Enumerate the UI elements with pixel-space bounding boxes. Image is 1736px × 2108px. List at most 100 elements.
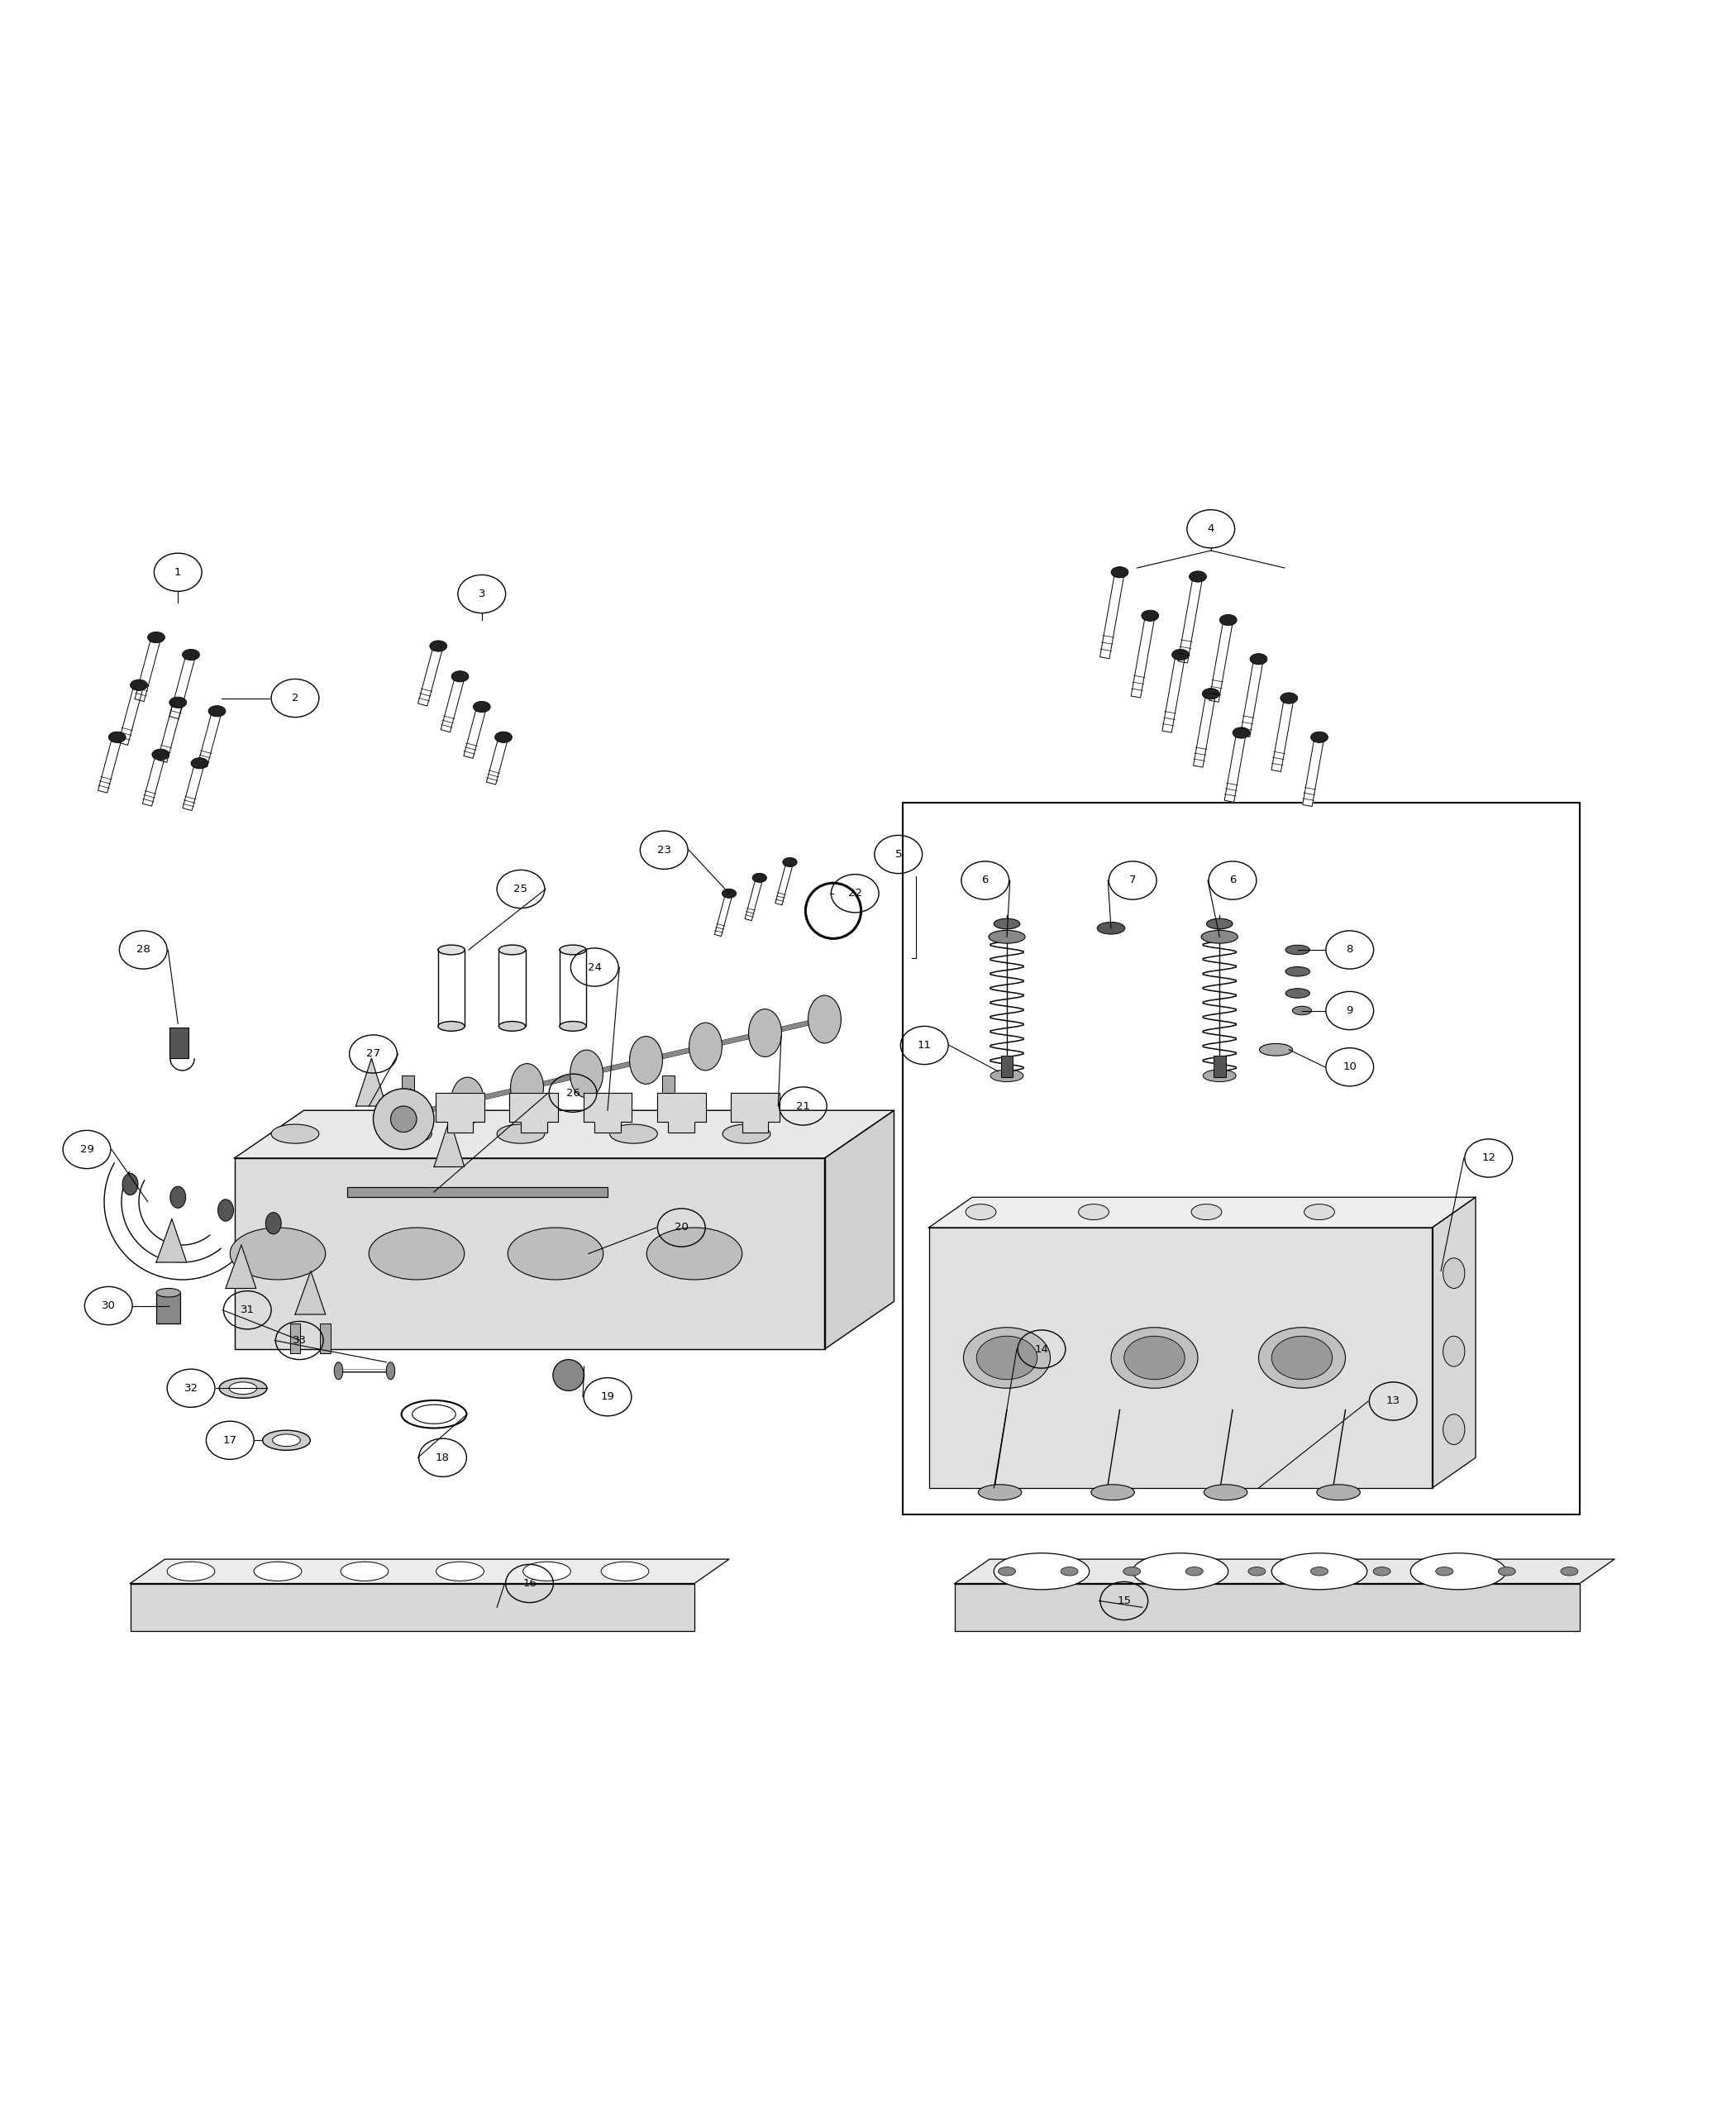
Polygon shape xyxy=(1179,575,1203,662)
Ellipse shape xyxy=(219,1379,267,1398)
Bar xyxy=(321,1324,332,1353)
Text: 18: 18 xyxy=(436,1452,450,1463)
Ellipse shape xyxy=(993,1554,1090,1589)
Ellipse shape xyxy=(1498,1566,1516,1575)
Bar xyxy=(156,1292,181,1324)
Text: 14: 14 xyxy=(1035,1343,1049,1355)
Circle shape xyxy=(391,1107,417,1132)
Polygon shape xyxy=(1193,694,1215,767)
Polygon shape xyxy=(1161,653,1186,731)
Ellipse shape xyxy=(1248,1566,1266,1575)
Ellipse shape xyxy=(976,1336,1038,1379)
Ellipse shape xyxy=(1285,968,1311,976)
Ellipse shape xyxy=(1061,1566,1078,1575)
Polygon shape xyxy=(437,951,465,1027)
Text: 20: 20 xyxy=(674,1223,689,1233)
Polygon shape xyxy=(1132,616,1154,698)
Polygon shape xyxy=(436,1094,484,1132)
Text: 2: 2 xyxy=(292,694,299,704)
Polygon shape xyxy=(955,1583,1580,1632)
Ellipse shape xyxy=(630,1037,663,1084)
Text: 31: 31 xyxy=(240,1305,255,1315)
Text: 4: 4 xyxy=(1208,523,1213,533)
Ellipse shape xyxy=(451,670,469,681)
Polygon shape xyxy=(396,1088,425,1136)
Ellipse shape xyxy=(1443,1414,1465,1444)
Ellipse shape xyxy=(559,944,587,955)
Ellipse shape xyxy=(1220,616,1236,626)
Polygon shape xyxy=(97,736,122,793)
Ellipse shape xyxy=(1203,1069,1236,1081)
Ellipse shape xyxy=(1097,921,1125,934)
Bar xyxy=(1213,1056,1226,1077)
Polygon shape xyxy=(1432,1197,1476,1488)
Ellipse shape xyxy=(266,1212,281,1233)
Text: 21: 21 xyxy=(795,1100,811,1111)
Polygon shape xyxy=(118,683,144,744)
Text: 13: 13 xyxy=(1385,1395,1401,1406)
Text: 30: 30 xyxy=(101,1301,116,1311)
Text: 26: 26 xyxy=(566,1088,580,1098)
Text: 16: 16 xyxy=(523,1579,536,1589)
Ellipse shape xyxy=(1092,1484,1135,1501)
Polygon shape xyxy=(1224,731,1246,801)
Text: 19: 19 xyxy=(601,1391,615,1402)
Polygon shape xyxy=(441,675,465,731)
Bar xyxy=(290,1324,300,1353)
Text: 11: 11 xyxy=(917,1039,932,1050)
Ellipse shape xyxy=(436,1562,484,1581)
Polygon shape xyxy=(234,1111,894,1157)
Polygon shape xyxy=(135,637,161,702)
Ellipse shape xyxy=(752,873,767,883)
Text: 6: 6 xyxy=(983,875,988,885)
Polygon shape xyxy=(158,702,182,763)
Text: 10: 10 xyxy=(1342,1062,1358,1073)
Ellipse shape xyxy=(340,1562,389,1581)
Ellipse shape xyxy=(998,1566,1016,1575)
Ellipse shape xyxy=(437,1022,465,1031)
Ellipse shape xyxy=(1189,571,1207,582)
Polygon shape xyxy=(434,1119,465,1168)
Ellipse shape xyxy=(130,679,148,691)
Ellipse shape xyxy=(1207,919,1233,930)
Ellipse shape xyxy=(217,1199,233,1221)
Polygon shape xyxy=(234,1157,825,1349)
Ellipse shape xyxy=(431,641,446,651)
Ellipse shape xyxy=(783,858,797,866)
Polygon shape xyxy=(464,706,486,759)
Ellipse shape xyxy=(170,698,186,708)
Ellipse shape xyxy=(148,632,165,643)
Polygon shape xyxy=(170,653,196,719)
Ellipse shape xyxy=(229,1227,326,1280)
Polygon shape xyxy=(498,951,526,1027)
Ellipse shape xyxy=(1111,567,1128,578)
Polygon shape xyxy=(182,761,205,812)
Text: 32: 32 xyxy=(184,1383,198,1393)
Ellipse shape xyxy=(262,1431,311,1450)
Ellipse shape xyxy=(1285,989,1311,997)
Ellipse shape xyxy=(170,1187,186,1208)
Polygon shape xyxy=(1240,658,1264,738)
Ellipse shape xyxy=(156,1288,181,1296)
Ellipse shape xyxy=(1373,1566,1391,1575)
Ellipse shape xyxy=(1285,944,1311,955)
Ellipse shape xyxy=(229,1383,257,1393)
Ellipse shape xyxy=(498,1022,526,1031)
Text: 5: 5 xyxy=(894,850,903,860)
Text: 33: 33 xyxy=(292,1334,307,1345)
Ellipse shape xyxy=(182,649,200,660)
Ellipse shape xyxy=(474,702,490,713)
Ellipse shape xyxy=(1123,1566,1141,1575)
Ellipse shape xyxy=(451,1077,484,1126)
Polygon shape xyxy=(929,1197,1476,1227)
Polygon shape xyxy=(583,1094,632,1132)
Text: 9: 9 xyxy=(1347,1006,1352,1016)
Text: 12: 12 xyxy=(1481,1153,1496,1164)
Ellipse shape xyxy=(1311,1566,1328,1575)
Ellipse shape xyxy=(1203,689,1219,700)
Ellipse shape xyxy=(609,1124,658,1143)
Ellipse shape xyxy=(498,944,526,955)
Ellipse shape xyxy=(1078,1204,1109,1221)
Circle shape xyxy=(373,1088,434,1149)
Polygon shape xyxy=(745,877,762,921)
